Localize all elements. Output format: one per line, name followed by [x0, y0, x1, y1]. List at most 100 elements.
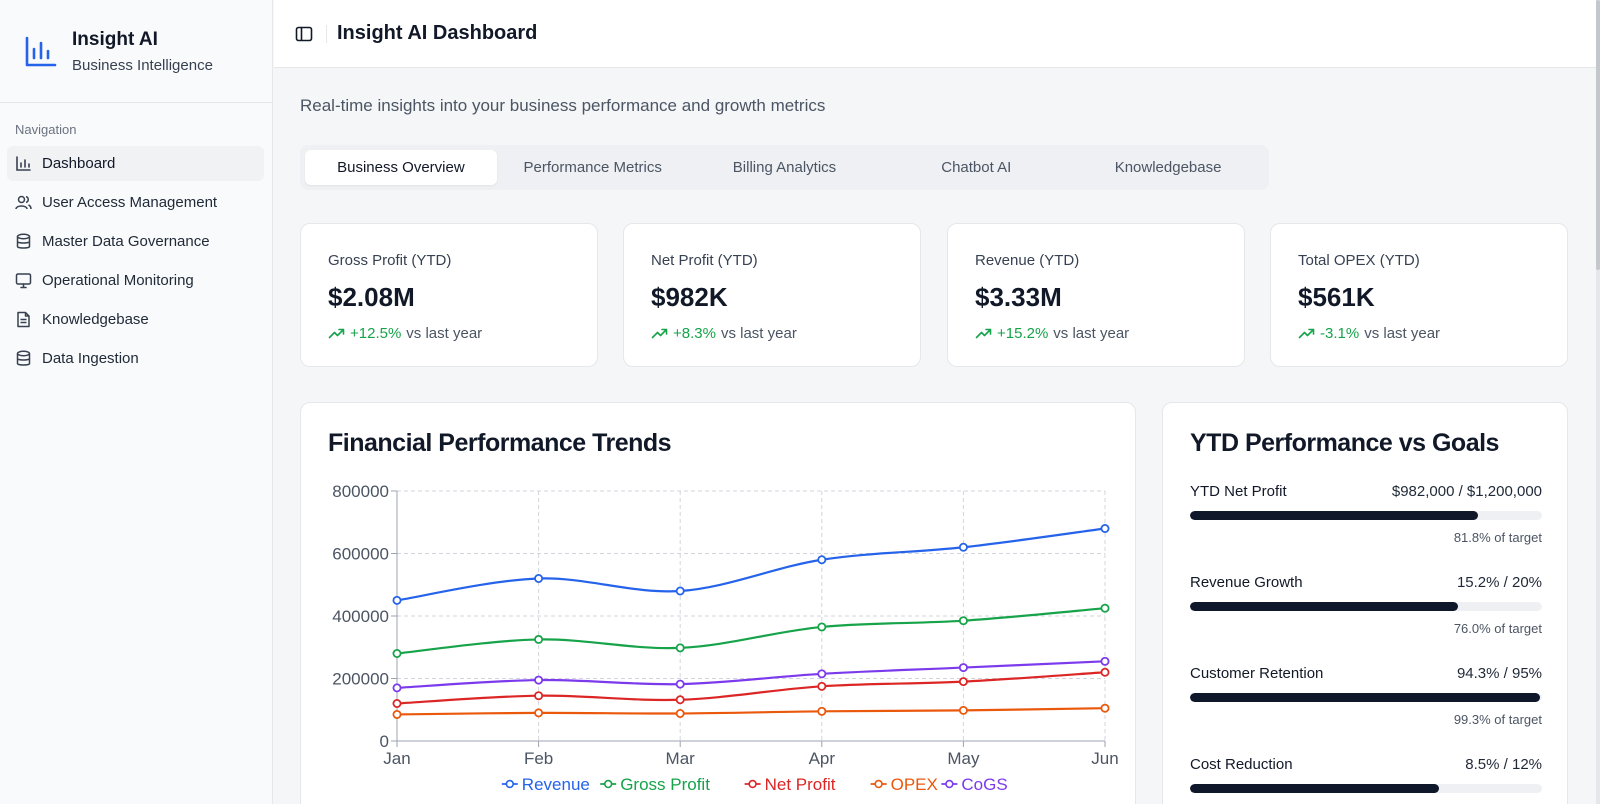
sidebar-item-knowledgebase[interactable]: Knowledgebase	[7, 302, 264, 337]
database-icon	[16, 233, 31, 249]
goals-card-title: YTD Performance vs Goals	[1190, 429, 1499, 457]
data-point-gross-profit	[817, 622, 827, 632]
goal-name: Revenue Growth	[1190, 574, 1303, 591]
series-line-cogs	[396, 660, 1106, 689]
y-tick-label: 600000	[332, 545, 389, 564]
brand: Insight AI Business Intelligence	[0, 0, 272, 103]
sidebar-item-user-access-management[interactable]: User Access Management	[7, 185, 264, 220]
financial-trends-card: Financial Performance Trends 0 200000 4000…	[300, 402, 1136, 804]
goal-progress-bar	[1190, 511, 1542, 520]
header-divider	[326, 24, 327, 43]
x-tick-label: Jun	[1091, 749, 1118, 768]
sidebar-item-operational-monitoring[interactable]: Operational Monitoring	[7, 263, 264, 298]
brand-subtitle: Business Intelligence	[72, 56, 213, 74]
brand-title: Insight AI	[72, 28, 158, 50]
kpi-change-suffix: vs last year	[406, 325, 483, 342]
top-header: Insight AI Dashboard	[274, 0, 1596, 68]
trends-card-title: Financial Performance Trends	[328, 429, 672, 457]
sidebar-item-dashboard[interactable]: Dashboard	[7, 146, 264, 181]
goal-progress-fill	[1190, 693, 1540, 702]
data-point-opex	[675, 708, 685, 718]
sidebar-item-data-ingestion[interactable]: Data Ingestion	[7, 341, 264, 376]
scrollbar[interactable]	[1596, 0, 1600, 804]
kpi-label: Revenue (YTD)	[975, 252, 1080, 269]
goal-value: 15.2% / 20%	[1456, 574, 1542, 591]
data-point-revenue	[817, 555, 827, 565]
financial-trends-chart: 0 200000 400000 600000 800000 Jan Feb Mar Apr May…	[332, 482, 1118, 794]
goal-progress-fill	[1190, 784, 1440, 793]
goal-name: YTD Net Profit	[1190, 483, 1287, 500]
kpi-change-suffix: vs last year	[720, 325, 797, 342]
x-tick-label: Mar	[666, 749, 696, 768]
kpi-card-gross-profit: Gross Profit (YTD) $2.08M +12.5% vs last …	[300, 223, 598, 367]
sidebar-toggle-icon[interactable]	[294, 24, 314, 44]
data-point-revenue	[675, 586, 685, 596]
data-point-cogs	[392, 683, 402, 693]
goal-value: 94.3% / 95%	[1456, 665, 1542, 682]
data-point-opex	[958, 705, 968, 715]
database-icon	[16, 350, 31, 366]
data-point-cogs	[1100, 656, 1110, 666]
sidebar-item-label: Master Data Governance	[42, 233, 210, 250]
x-tick-label: Apr	[809, 749, 836, 768]
y-tick-label: 400000	[332, 607, 389, 626]
goal-progress-fill	[1190, 602, 1458, 611]
sidebar-item-label: Knowledgebase	[42, 311, 149, 328]
data-point-cogs	[534, 675, 544, 685]
data-point-gross-profit	[534, 634, 544, 644]
y-tick-label: 800000	[332, 482, 389, 501]
tab-billing-analytics[interactable]: Billing Analytics	[732, 159, 837, 176]
y-tick-label: 0	[380, 732, 389, 751]
legend-marker-cogs	[945, 779, 954, 789]
data-point-opex	[392, 709, 402, 719]
monitor-icon	[15, 273, 32, 289]
x-tick-label: Feb	[524, 749, 553, 768]
legend-label-revenue: Revenue	[522, 775, 590, 794]
tab-performance-metrics[interactable]: Performance Metrics	[523, 159, 662, 176]
trending-up-icon	[1298, 328, 1315, 339]
goal-cost-reduction: Cost Reduction 8.5% / 12%	[1190, 756, 1542, 793]
legend-label-gross-profit: Gross Profit	[620, 775, 710, 794]
goal-name: Customer Retention	[1190, 665, 1324, 682]
data-point-opex	[534, 708, 544, 718]
goal-ytd-net-profit: YTD Net Profit $982,000 / $1,200,000 81.8…	[1190, 483, 1542, 545]
kpi-label: Net Profit (YTD)	[651, 252, 758, 269]
page-subtitle: Real-time insights into your business pe…	[300, 96, 826, 115]
tab-chatbot-ai[interactable]: Chatbot AI	[941, 159, 1012, 176]
sidebar-item-label: Data Ingestion	[42, 350, 139, 367]
ytd-goals-card: YTD Performance vs Goals YTD Net Profit $…	[1162, 402, 1568, 804]
goal-progress-bar	[1190, 602, 1542, 611]
data-point-revenue	[534, 573, 544, 583]
data-point-net-profit	[958, 677, 968, 687]
data-point-cogs	[675, 679, 685, 689]
goal-customer-retention: Customer Retention 94.3% / 95% 99.3% of t…	[1190, 665, 1542, 727]
goal-footnote: 99.3% of target	[1453, 712, 1542, 727]
series-line-revenue	[396, 527, 1106, 602]
sidebar-item-master-data-governance[interactable]: Master Data Governance	[7, 224, 264, 259]
trending-up-icon	[975, 328, 992, 339]
sidebar-item-label: Operational Monitoring	[42, 272, 194, 289]
data-point-revenue	[1100, 524, 1110, 534]
data-point-revenue	[958, 542, 968, 552]
legend-label-cogs: CoGS	[961, 775, 1007, 794]
tab-knowledgebase[interactable]: Knowledgebase	[1114, 159, 1222, 176]
kpi-change-suffix: vs last year	[1364, 325, 1441, 342]
tab-bar: Business Overview Performance Metrics Bi…	[300, 145, 1269, 190]
data-point-gross-profit	[675, 643, 685, 653]
kpi-change: +8.3%	[673, 325, 716, 342]
goal-progress-bar	[1190, 784, 1542, 793]
legend-marker-revenue	[505, 779, 515, 789]
data-point-cogs	[958, 663, 968, 673]
page-title: Insight AI Dashboard	[337, 22, 538, 44]
scrollbar-thumb[interactable]	[1596, 0, 1600, 270]
legend-label-opex: OPEX	[891, 775, 938, 794]
kpi-card-net-profit: Net Profit (YTD) $982K +8.3% vs last year	[623, 223, 921, 367]
kpi-change: +15.2%	[997, 325, 1049, 342]
tab-business-overview[interactable]: Business Overview	[305, 150, 497, 185]
goal-footnote: 76.0% of target	[1453, 621, 1542, 636]
data-point-net-profit	[1100, 667, 1110, 677]
kpi-change-suffix: vs last year	[1053, 325, 1130, 342]
data-point-revenue	[392, 595, 402, 605]
data-point-net-profit	[675, 695, 685, 705]
kpi-change: -3.1%	[1320, 325, 1360, 342]
